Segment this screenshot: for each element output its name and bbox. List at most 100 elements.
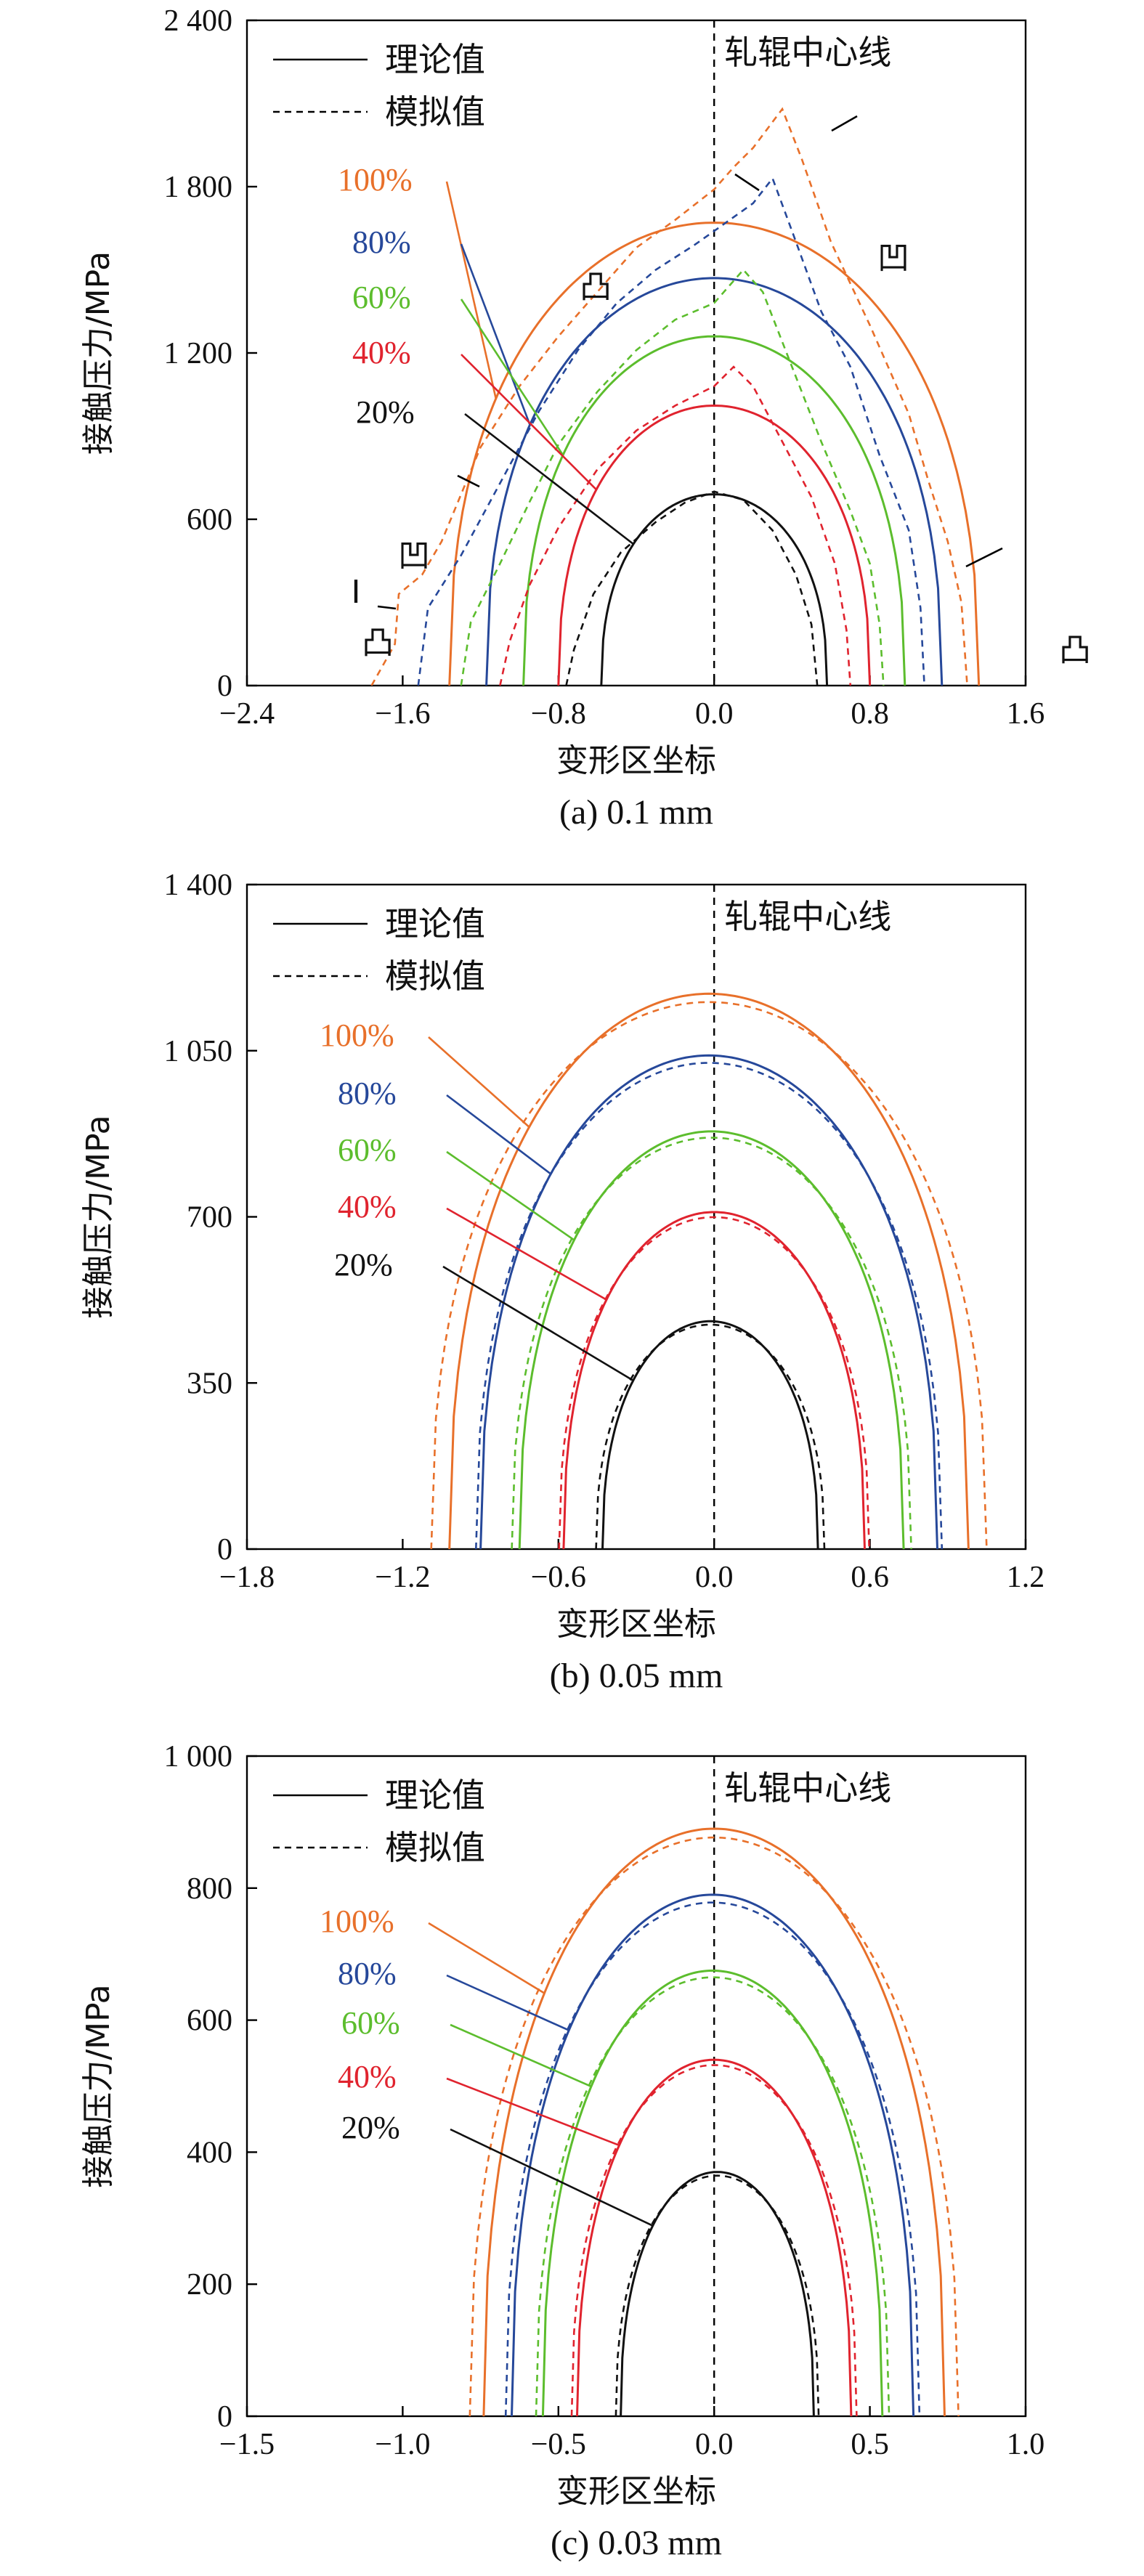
y-tick-label: 200 xyxy=(187,2268,232,2301)
theoretical-curve-80pct xyxy=(485,277,944,686)
series-label-100pct: 100% xyxy=(338,162,413,198)
series-label-60pct: 60% xyxy=(352,280,411,315)
x-tick-label: −0.6 xyxy=(531,1561,586,1594)
theoretical-curve-60pct xyxy=(522,335,906,686)
plot-frame xyxy=(246,1755,1027,2418)
theoretical-curve-40pct xyxy=(557,404,872,686)
series-leader-line xyxy=(446,2077,620,2147)
series-leader-line xyxy=(446,1974,569,2031)
simulated-curve-20pct xyxy=(595,1323,826,1549)
series-leader-line xyxy=(445,181,497,399)
series-label-100pct: 100% xyxy=(320,1903,394,1939)
series-label-100pct: 100% xyxy=(320,1017,394,1053)
legend-theoretical-label: 理论值 xyxy=(385,1776,485,1815)
theoretical-curve-100pct xyxy=(448,222,981,686)
plot-area xyxy=(430,992,988,1549)
x-tick-label: 0.0 xyxy=(695,697,734,731)
y-tick-label: 400 xyxy=(187,2136,232,2169)
roll-center-label: 轧辊中心线 xyxy=(724,33,891,72)
chart-panel-0: −2.4 −1.6 −0.8 0.0 0.8 1.6 0 600 1 200 1 800 2 400… xyxy=(80,4,1091,832)
region-annotation: I xyxy=(352,574,361,611)
y-axis-label: 接触压力/MPa xyxy=(80,1984,117,2187)
theoretical-curve-100pct xyxy=(482,1827,946,2416)
simulated-curve-40pct xyxy=(570,2064,858,2416)
series-label-40pct: 40% xyxy=(352,335,411,370)
annotation-leader xyxy=(377,605,397,610)
theoretical-curve-40pct xyxy=(562,1211,866,1549)
y-tick-label: 2 400 xyxy=(164,4,233,38)
series-leader-line xyxy=(446,1094,552,1175)
x-tick-label: −1.8 xyxy=(219,1561,275,1594)
series-label-60pct: 60% xyxy=(341,2005,400,2041)
y-tick-label: 350 xyxy=(187,1367,232,1400)
annotation-leader xyxy=(734,173,760,192)
x-tick-label: 1.2 xyxy=(1007,1561,1045,1594)
y-tick-label: 0 xyxy=(217,2400,232,2434)
y-tick-label: 600 xyxy=(187,503,232,537)
y-tick-label: 700 xyxy=(187,1201,232,1235)
y-tick-label: 800 xyxy=(187,1872,232,1906)
roll-center-label: 轧辊中心线 xyxy=(724,1768,891,1808)
theoretical-curve-60pct xyxy=(518,1130,905,1549)
x-axis-label: 变形区坐标 xyxy=(556,1606,716,1643)
simulated-curve-60pct xyxy=(535,1976,891,2416)
y-tick-label: 600 xyxy=(187,2004,232,2038)
panel-caption: (b) 0.05 mm xyxy=(550,1657,723,1695)
panel-caption: (a) 0.1 mm xyxy=(559,793,713,832)
region-annotation: 凹 xyxy=(398,537,430,574)
simulated-curve-100pct xyxy=(468,1836,960,2416)
series-leader-line xyxy=(464,413,634,545)
simulated-curve-40pct xyxy=(499,365,852,686)
region-annotation: 凹 xyxy=(877,240,909,277)
theoretical-curve-100pct xyxy=(448,992,970,1549)
y-tick-label: 0 xyxy=(217,670,232,703)
x-tick-label: 0.8 xyxy=(851,697,889,731)
simulated-curve-60pct xyxy=(460,268,885,686)
y-tick-label: 1 000 xyxy=(164,1740,233,1773)
simulated-curve-80pct xyxy=(504,1901,921,2416)
chart-panel-1: −1.8 −1.2 −0.6 0.0 0.6 1.2 0 350 700 1 050 1 400 变形… xyxy=(80,869,1044,1695)
simulated-curve-80pct xyxy=(417,176,925,686)
annotation-leader xyxy=(965,547,1003,568)
series-leader-line xyxy=(461,354,597,491)
series-label-20pct: 20% xyxy=(334,1247,393,1283)
theoretical-curve-80pct xyxy=(511,1893,915,2416)
simulated-curve-100pct xyxy=(370,107,968,686)
x-tick-label: 1.0 xyxy=(1007,2428,1045,2461)
series-label-80pct: 80% xyxy=(338,1076,397,1111)
region-annotation: 凸 xyxy=(1059,632,1091,669)
annotation-leader xyxy=(831,115,858,132)
series-label-80pct: 80% xyxy=(338,1956,397,1991)
simulated-curve-40pct xyxy=(558,1216,870,1549)
annotation-leader xyxy=(457,474,480,488)
legend-simulated-label: 模拟值 xyxy=(385,956,485,996)
panel-caption: (c) 0.03 mm xyxy=(551,2524,722,2562)
x-tick-label: −1.5 xyxy=(219,2428,275,2461)
x-axis-label: 变形区坐标 xyxy=(556,2473,716,2510)
legend-theoretical-label: 理论值 xyxy=(385,904,485,943)
series-leader-line xyxy=(460,298,564,456)
series-leader-line xyxy=(428,1922,545,1994)
series-leader-line xyxy=(442,1265,634,1381)
x-tick-label: 0.0 xyxy=(695,1561,734,1594)
series-leader-line xyxy=(446,1207,607,1301)
series-leader-line xyxy=(450,2023,592,2088)
x-tick-label: −0.5 xyxy=(531,2428,586,2461)
series-label-60pct: 60% xyxy=(338,1132,397,1168)
x-tick-label: −1.2 xyxy=(375,1561,430,1594)
x-tick-label: 0.6 xyxy=(851,1561,889,1594)
chart-panel-2: −1.5 −1.0 −0.5 0.0 0.5 1.0 0 200 400 600 800 1 000 变… xyxy=(80,1740,1044,2562)
legend-simulated-label: 模拟值 xyxy=(385,1828,485,1867)
theoretical-curve-60pct xyxy=(541,1969,884,2416)
series-label-20pct: 20% xyxy=(356,394,415,430)
region-annotation: 凸 xyxy=(580,269,612,306)
y-tick-label: 1 200 xyxy=(164,337,233,370)
theoretical-curve-20pct xyxy=(600,493,829,686)
y-axis-label: 接触压力/MPa xyxy=(80,1115,117,1318)
x-tick-label: −1.6 xyxy=(375,697,430,731)
theoretical-curve-40pct xyxy=(576,2058,853,2416)
x-tick-label: −2.4 xyxy=(219,697,275,731)
x-tick-label: 0.5 xyxy=(851,2428,889,2461)
x-tick-label: −0.8 xyxy=(531,697,586,731)
